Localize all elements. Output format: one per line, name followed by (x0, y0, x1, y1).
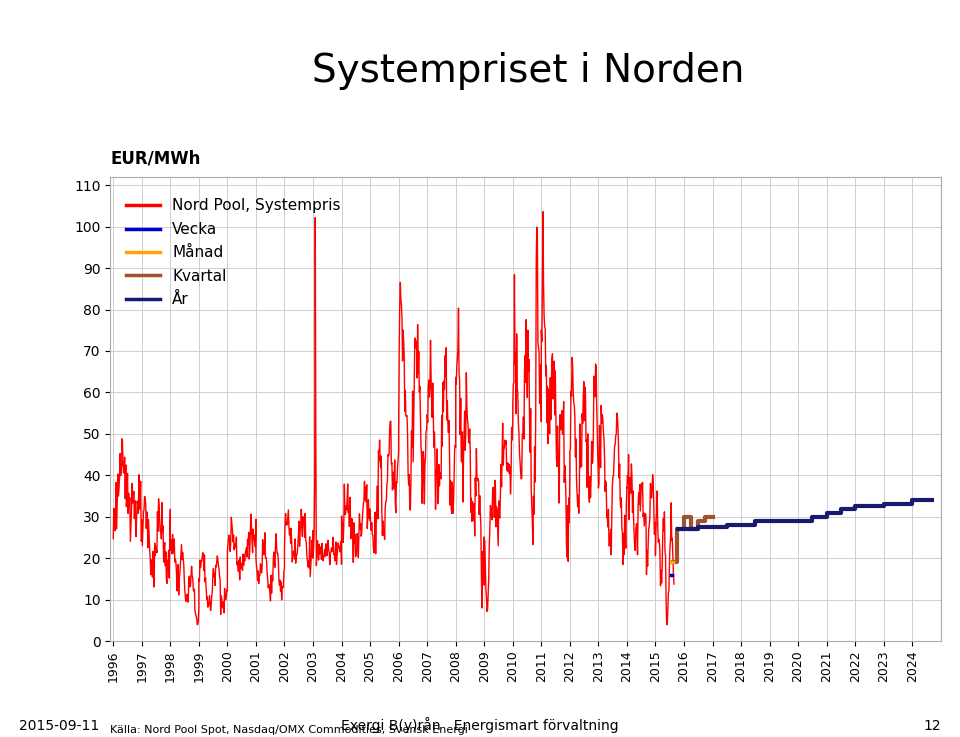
Text: Exergi B(y)rån   Energismart förvaltning: Exergi B(y)rån Energismart förvaltning (341, 717, 619, 733)
Text: Källa: Nord Pool Spot, Nasdaq/OMX Commodities, Svensk Energi: Källa: Nord Pool Spot, Nasdaq/OMX Commod… (110, 724, 468, 735)
Text: Systempriset i Norden: Systempriset i Norden (312, 52, 744, 90)
Legend: Nord Pool, Systempris, Vecka, Månad, Kvartal, År: Nord Pool, Systempris, Vecka, Månad, Kva… (127, 198, 341, 307)
Text: 12: 12 (924, 719, 941, 733)
Text: 2015-09-11: 2015-09-11 (19, 719, 100, 733)
Text: EUR/MWh: EUR/MWh (110, 150, 201, 167)
